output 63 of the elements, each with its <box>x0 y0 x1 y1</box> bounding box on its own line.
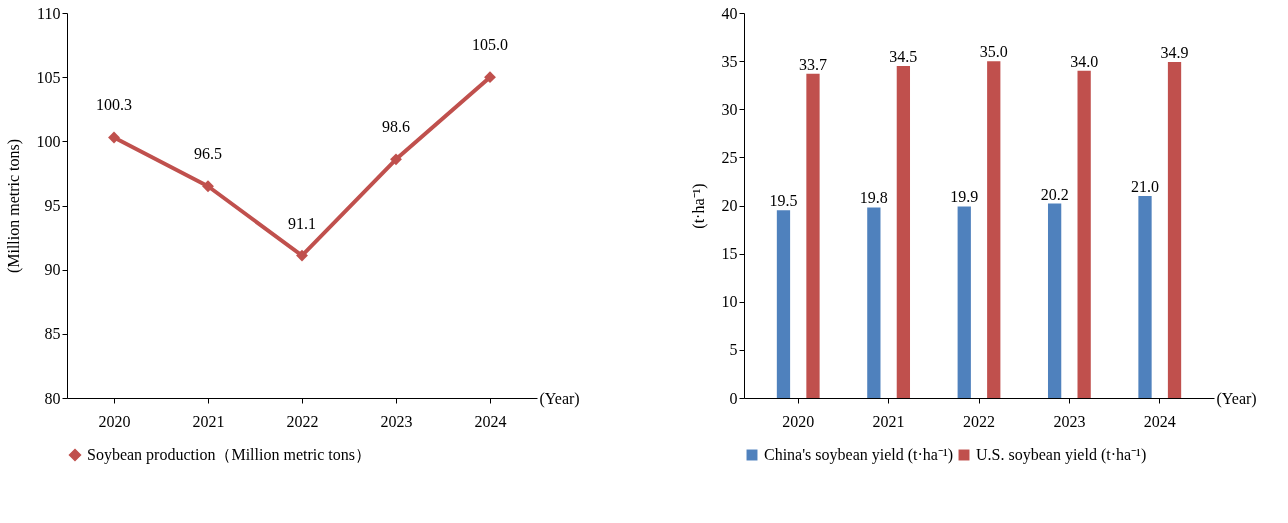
data-label: 34.0 <box>1070 52 1099 70</box>
x-tick-label: 2020 <box>782 412 815 430</box>
bar <box>806 73 820 398</box>
point <box>202 180 214 193</box>
y-tick-label: 10 <box>721 293 738 311</box>
x-tick-label: 2021 <box>872 412 905 430</box>
bar <box>776 210 791 398</box>
legend-label: Soybean production（Million metric tons） <box>87 446 371 464</box>
x-tick-label: 2023 <box>380 412 413 430</box>
y-tick-label: 30 <box>721 100 738 118</box>
y-tick-label: 40 <box>721 4 738 22</box>
bar <box>1167 62 1182 398</box>
data-label: 35.0 <box>979 43 1008 61</box>
data-label: 96.5 <box>194 145 222 163</box>
bar <box>1047 203 1062 398</box>
data-label: 19.9 <box>950 188 979 206</box>
x-tick-label: 2022 <box>963 412 995 430</box>
x-tick-label: 2024 <box>1143 412 1176 430</box>
x-axis-title: (Year) <box>1216 389 1257 408</box>
data-label: 34.5 <box>889 47 918 65</box>
data-label: 91.1 <box>288 214 316 232</box>
y-tick-label: 100 <box>36 132 61 150</box>
y-tick-label: 0 <box>729 389 738 407</box>
data-label: 100.3 <box>96 96 132 114</box>
x-tick-label: 2021 <box>192 412 225 430</box>
y-tick-label: 80 <box>44 389 61 407</box>
bar <box>957 206 971 398</box>
data-label: 20.2 <box>1040 185 1069 203</box>
x-tick-label: 2024 <box>474 412 507 430</box>
legend-label: U.S. soybean yield (t·ha⁻¹) <box>976 446 1147 464</box>
bar <box>1138 195 1152 398</box>
bar <box>896 65 911 398</box>
data-label: 33.7 <box>798 55 827 73</box>
y-axis-title: (t·ha⁻¹) <box>689 183 708 229</box>
y-tick-label: 25 <box>721 148 738 166</box>
y-tick-label: 15 <box>721 245 738 263</box>
x-axis-title: (Year) <box>539 389 580 408</box>
bar <box>867 207 881 398</box>
data-label: 21.0 <box>1131 177 1160 195</box>
bar <box>987 61 1001 398</box>
point <box>484 71 496 84</box>
y-tick-label: 105 <box>36 68 61 86</box>
y-tick-label: 110 <box>37 4 61 22</box>
y-tick-label: 95 <box>44 197 61 214</box>
x-tick-label: 2023 <box>1053 412 1086 430</box>
data-label: 98.6 <box>382 118 410 136</box>
y-tick-label: 90 <box>44 261 61 279</box>
x-tick-label: 2020 <box>98 412 131 430</box>
y-tick-label: 5 <box>729 341 738 359</box>
bar <box>1077 70 1091 398</box>
legend-label: China's soybean yield (t·ha⁻¹) <box>764 446 954 464</box>
point <box>108 131 120 144</box>
y-tick-label: 85 <box>44 325 61 343</box>
data-label: 19.8 <box>859 189 888 207</box>
x-tick-label: 2022 <box>286 412 319 430</box>
point <box>390 153 402 166</box>
y-tick-label: 35 <box>721 52 738 70</box>
y-tick-label: 20 <box>721 197 738 214</box>
point <box>296 249 308 262</box>
data-label: 105.0 <box>472 36 508 54</box>
y-axis-title: (Million metric tons) <box>4 138 23 274</box>
data-label: 19.5 <box>769 192 798 210</box>
data-label: 34.9 <box>1160 44 1189 62</box>
